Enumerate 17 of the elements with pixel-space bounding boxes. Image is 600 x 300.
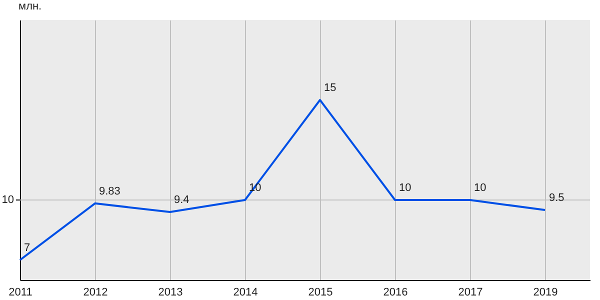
data-label: 10 [474, 182, 486, 194]
x-tick-label: 2019 [533, 286, 558, 298]
x-tick-label: 2011 [8, 286, 32, 298]
data-label: 10 [399, 182, 412, 194]
x-tick-label: 2016 [383, 286, 408, 298]
x-tick-label: 2013 [158, 286, 183, 298]
data-label: 9.4 [174, 194, 190, 206]
data-label: 9.5 [549, 192, 564, 204]
x-tick-label: 2012 [83, 286, 108, 298]
x-tick-label: 2014 [233, 286, 258, 298]
data-label: 7 [24, 242, 30, 254]
data-label: 9.83 [99, 185, 120, 198]
x-tick-label: 2017 [458, 286, 483, 298]
ref-line-label: 10 [2, 194, 14, 206]
data-label: 15 [324, 82, 336, 94]
x-tick-label: 2015 [308, 286, 333, 298]
y-axis-title: млн. [18, 0, 42, 12]
